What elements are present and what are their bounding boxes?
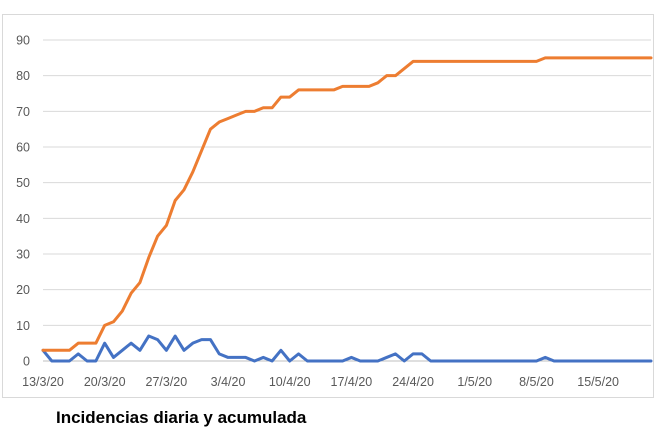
y-tick-label: 30 <box>16 248 30 262</box>
series-lines <box>41 56 653 363</box>
x-tick-label: 3/4/20 <box>211 375 246 389</box>
y-tick-label: 40 <box>16 212 30 226</box>
y-axis-ticks: 0 10 20 30 40 50 60 70 80 90 <box>16 34 30 369</box>
x-tick-label: 27/3/20 <box>146 375 188 389</box>
chart-frame: 0 10 20 30 40 50 60 70 80 90 13/3/20 20/3/20 27/3/2… <box>2 14 654 398</box>
series-line-2 <box>41 56 653 352</box>
y-tick-label: 60 <box>16 141 30 155</box>
x-tick-label: 17/4/20 <box>331 375 373 389</box>
series-line-1 <box>41 334 653 363</box>
y-tick-label: 10 <box>16 319 30 333</box>
x-tick-label: 1/5/20 <box>457 375 492 389</box>
line-chart: 0 10 20 30 40 50 60 70 80 90 13/3/20 20/3/20 27/3/2… <box>16 34 653 389</box>
y-tick-label: 0 <box>23 355 30 369</box>
y-tick-label: 50 <box>16 176 30 190</box>
y-tick-label: 80 <box>16 69 30 83</box>
y-tick-label: 90 <box>16 34 30 48</box>
x-tick-label: 24/4/20 <box>392 375 434 389</box>
x-tick-label: 15/5/20 <box>577 375 619 389</box>
x-tick-label: 20/3/20 <box>84 375 126 389</box>
x-tick-label: 13/3/20 <box>22 375 64 389</box>
y-tick-label: 70 <box>16 105 30 119</box>
y-tick-label: 20 <box>16 283 30 297</box>
gridlines <box>43 39 651 362</box>
chart-caption: Incidencias diaria y acumulada <box>56 408 307 427</box>
x-tick-label: 10/4/20 <box>269 375 311 389</box>
x-axis-ticks: 13/3/20 20/3/20 27/3/20 3/4/20 10/4/20 17/4/2… <box>22 375 619 389</box>
x-tick-label: 8/5/20 <box>519 375 554 389</box>
